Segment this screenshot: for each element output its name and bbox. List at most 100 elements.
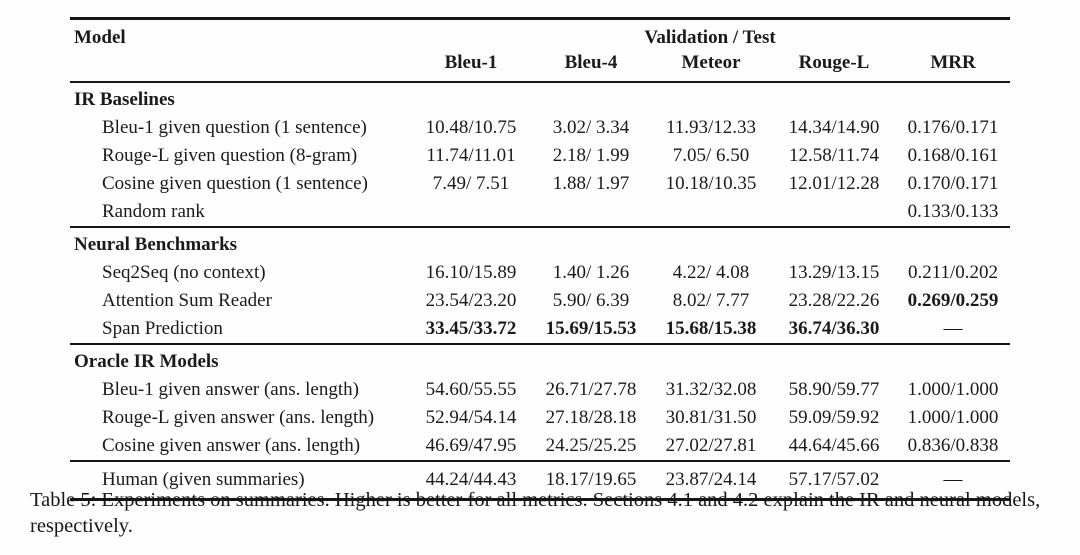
section-title: IR Baselines (74, 89, 175, 110)
value-cell-bleu-1: 52.94/54.14 (425, 407, 517, 428)
value-cell-mrr: 0.170/0.171 (907, 173, 999, 194)
value-cell-rouge-l: 58.90/59.77 (788, 379, 880, 400)
value-cell-meteor: 7.05/ 6.50 (672, 145, 750, 166)
section-header-row: Neural Benchmarks (70, 227, 1010, 259)
value-cell-meteor: 11.93/12.33 (665, 117, 757, 138)
value-cell-mrr: 0.133/0.133 (907, 201, 999, 222)
value-cell-mrr: 0.211/0.202 (907, 262, 999, 283)
value-cell-rouge-l: 13.29/13.15 (788, 262, 880, 283)
value-cell-mrr: — (943, 318, 963, 339)
table-row-0-0: Bleu-1 given question (1 sentence) 10.48/… (70, 114, 1010, 142)
section-human: Human (given summaries) 44.24/44.43 18.17/… (70, 461, 1011, 500)
value-cell-mrr: 0.836/0.838 (907, 435, 999, 456)
column-group-header-validation-test: Validation / Test (644, 27, 776, 48)
value-cell-rouge-l: 14.34/14.90 (788, 117, 880, 138)
value-cell-bleu-4: 15.69/15.53 (545, 318, 637, 339)
model-name: Span Prediction (102, 318, 223, 339)
model-name: Bleu-1 given answer (ans. length) (102, 379, 359, 400)
value-cell-bleu-1: 44.24/44.43 (425, 469, 517, 490)
value-cell-meteor: 23.87/24.14 (665, 469, 757, 490)
model-name: Rouge-L given question (8-gram) (102, 145, 358, 166)
value-cell-rouge-l: 57.17/57.02 (788, 469, 880, 490)
value-cell-bleu-4: 3.02/ 3.34 (552, 117, 630, 138)
value-cell-bleu-4: 18.17/19.65 (545, 469, 637, 490)
value-cell-mrr: 0.176/0.171 (907, 117, 999, 138)
model-name: Attention Sum Reader (102, 290, 272, 311)
value-cell-meteor (650, 198, 772, 227)
value-cell-bleu-4: 1.40/ 1.26 (552, 262, 630, 283)
value-cell-bleu-1: 10.48/10.75 (425, 117, 517, 138)
column-header-bleu-1: Bleu-1 (444, 52, 498, 73)
value-cell-meteor: 10.18/10.35 (665, 173, 757, 194)
value-cell-bleu-1: 46.69/47.95 (425, 435, 517, 456)
table-row-1-2: Span Prediction 33.45/33.72 15.69/15.53 15.… (70, 315, 1010, 344)
model-name: Seq2Seq (no context) (102, 262, 266, 283)
value-cell-mrr: 1.000/1.000 (907, 379, 999, 400)
value-cell-mrr: — (943, 469, 963, 490)
model-name: Human (given summaries) (102, 469, 305, 490)
results-table-container: Model Validation / Test Bleu-1 Bleu-4 Mete… (70, 17, 1011, 501)
table-row-human: Human (given summaries) 44.24/44.43 18.17/… (70, 461, 1010, 500)
table-header: Model Validation / Test Bleu-1 Bleu-4 Mete… (70, 19, 1011, 82)
value-cell-rouge-l (772, 198, 896, 227)
value-cell-rouge-l: 36.74/36.30 (788, 318, 880, 339)
column-header-bleu-4: Bleu-4 (564, 52, 618, 73)
model-name: Random rank (102, 201, 205, 222)
column-header-mrr: MRR (930, 52, 976, 73)
value-cell-meteor: 8.02/ 7.77 (672, 290, 750, 311)
value-cell-rouge-l: 44.64/45.66 (788, 435, 880, 456)
section-title: Neural Benchmarks (74, 234, 238, 255)
table-row-2-0: Bleu-1 given answer (ans. length) 54.60/5… (70, 376, 1010, 404)
value-cell-meteor: 4.22/ 4.08 (672, 262, 750, 283)
value-cell-bleu-4: 27.18/28.18 (545, 407, 637, 428)
column-header-model: Model (74, 27, 126, 48)
value-cell-mrr: 0.269/0.259 (907, 290, 999, 311)
value-cell-bleu-1: 54.60/55.55 (425, 379, 517, 400)
value-cell-bleu-1: 11.74/11.01 (426, 145, 516, 166)
table-row-2-1: Rouge-L given answer (ans. length) 52.94/… (70, 404, 1010, 432)
value-cell-meteor: 27.02/27.81 (665, 435, 757, 456)
section-oracle-ir-models: Oracle IR Models Bleu-1 given answer (ans… (70, 344, 1011, 461)
value-cell-rouge-l: 23.28/22.26 (788, 290, 880, 311)
section-title: Oracle IR Models (74, 351, 219, 372)
value-cell-meteor: 31.32/32.08 (665, 379, 757, 400)
value-cell-bleu-4: 2.18/ 1.99 (552, 145, 630, 166)
model-name: Bleu-1 given question (1 sentence) (102, 117, 367, 138)
value-cell-bleu-1: 7.49/ 7.51 (432, 173, 510, 194)
results-table: Model Validation / Test Bleu-1 Bleu-4 Mete… (70, 17, 1011, 501)
value-cell-meteor: 15.68/15.38 (665, 318, 757, 339)
value-cell-bleu-1: 23.54/23.20 (425, 290, 517, 311)
value-cell-meteor: 30.81/31.50 (665, 407, 757, 428)
table-row-1-1: Attention Sum Reader 23.54/23.20 5.90/ 6.3… (70, 287, 1010, 315)
value-cell-rouge-l: 12.01/12.28 (788, 173, 880, 194)
value-cell-bleu-1 (410, 198, 532, 227)
value-cell-bleu-4: 5.90/ 6.39 (552, 290, 630, 311)
metric-header-row: Bleu-1 Bleu-4 Meteor Rouge-L MRR (70, 49, 1010, 82)
value-cell-mrr: 1.000/1.000 (907, 407, 999, 428)
column-header-meteor: Meteor (681, 52, 741, 73)
table-row-0-2: Cosine given question (1 sentence) 7.49/ … (70, 170, 1010, 198)
table-row-1-0: Seq2Seq (no context) 16.10/15.89 1.40/ 1.2… (70, 259, 1010, 287)
value-cell-mrr: 0.168/0.161 (907, 145, 999, 166)
table-row-0-3: Random rank 0.133/0.133 (70, 198, 1010, 227)
section-neural-benchmarks: Neural Benchmarks Seq2Seq (no context) 16.… (70, 227, 1011, 344)
value-cell-rouge-l: 12.58/11.74 (788, 145, 880, 166)
model-name: Cosine given answer (ans. length) (102, 435, 361, 456)
value-cell-bleu-1: 16.10/15.89 (425, 262, 517, 283)
value-cell-bleu-4: 26.71/27.78 (545, 379, 637, 400)
value-cell-bleu-4: 1.88/ 1.97 (552, 173, 630, 194)
model-name: Rouge-L given answer (ans. length) (102, 407, 375, 428)
table-row-2-2: Cosine given answer (ans. length) 46.69/4… (70, 432, 1010, 461)
table-caption: Table 5: Experiments on summaries. Highe… (30, 489, 1041, 538)
value-cell-bleu-4 (532, 198, 650, 227)
column-header-rouge-l: Rouge-L (798, 52, 870, 73)
section-ir-baselines: IR Baselines Bleu-1 given question (1 sen… (70, 82, 1011, 227)
table-row-0-1: Rouge-L given question (8-gram) 11.74/11.… (70, 142, 1010, 170)
value-cell-rouge-l: 59.09/59.92 (788, 407, 880, 428)
value-cell-bleu-1: 33.45/33.72 (425, 318, 517, 339)
section-header-row: Oracle IR Models (70, 344, 1010, 376)
model-name: Cosine given question (1 sentence) (102, 173, 368, 194)
value-cell-bleu-4: 24.25/25.25 (545, 435, 637, 456)
section-header-row: IR Baselines (70, 82, 1010, 114)
